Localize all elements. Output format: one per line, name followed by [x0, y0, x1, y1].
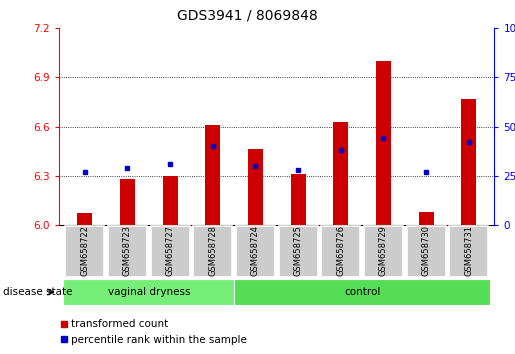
FancyBboxPatch shape — [108, 227, 147, 277]
FancyBboxPatch shape — [150, 227, 190, 277]
FancyBboxPatch shape — [321, 227, 360, 277]
Text: GSM658728: GSM658728 — [208, 225, 217, 276]
Text: disease state: disease state — [3, 287, 72, 297]
FancyBboxPatch shape — [406, 227, 446, 277]
Text: GSM658726: GSM658726 — [336, 225, 346, 276]
Bar — [376, 61, 391, 225]
FancyBboxPatch shape — [63, 279, 234, 305]
Bar — [461, 99, 476, 225]
FancyBboxPatch shape — [234, 279, 490, 305]
Legend: transformed count, percentile rank within the sample: transformed count, percentile rank withi… — [57, 315, 251, 349]
FancyBboxPatch shape — [193, 227, 232, 277]
Text: GSM658730: GSM658730 — [422, 225, 431, 276]
Bar — [248, 149, 263, 225]
Bar — [77, 213, 92, 225]
Text: GSM658727: GSM658727 — [166, 225, 175, 276]
Text: GSM658729: GSM658729 — [379, 225, 388, 276]
FancyBboxPatch shape — [236, 227, 275, 277]
FancyBboxPatch shape — [449, 227, 488, 277]
Text: GSM658731: GSM658731 — [465, 225, 473, 276]
FancyBboxPatch shape — [65, 227, 105, 277]
Text: vaginal dryness: vaginal dryness — [108, 287, 190, 297]
Bar — [333, 122, 348, 225]
Text: control: control — [344, 287, 381, 297]
Bar — [163, 176, 178, 225]
Text: GSM658723: GSM658723 — [123, 225, 132, 276]
Bar — [205, 125, 220, 225]
Text: GSM658722: GSM658722 — [80, 225, 89, 276]
Bar — [120, 179, 135, 225]
Text: GSM658725: GSM658725 — [294, 225, 303, 276]
Text: GSM658724: GSM658724 — [251, 225, 260, 276]
FancyBboxPatch shape — [364, 227, 403, 277]
Text: GDS3941 / 8069848: GDS3941 / 8069848 — [177, 9, 318, 23]
Bar — [419, 212, 434, 225]
Bar — [290, 174, 305, 225]
FancyBboxPatch shape — [279, 227, 318, 277]
